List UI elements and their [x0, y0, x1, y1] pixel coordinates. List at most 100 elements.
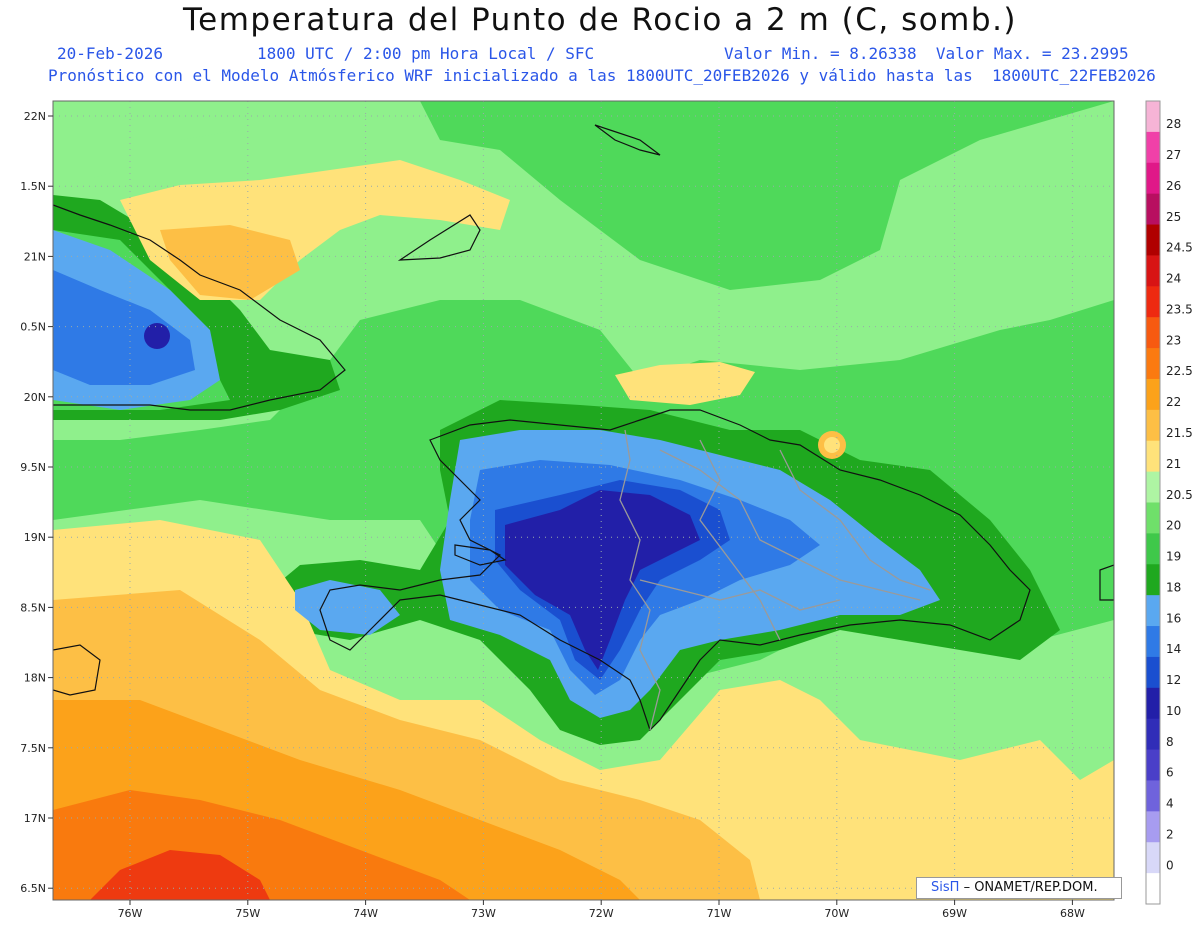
lat-label: 8.5N: [20, 601, 46, 614]
colorbar-swatch: [1146, 564, 1160, 596]
lon-label: 71W: [707, 907, 732, 920]
colorbar-label: 22: [1166, 395, 1181, 409]
colorbar: 2827262524.52423.52322.52221.52120.52019…: [1145, 100, 1193, 905]
border-haiti-dr: [619, 429, 661, 731]
colorbar-swatch: [1146, 348, 1160, 380]
colorbar-swatch: [1146, 255, 1160, 287]
colorbar-label: 24.5: [1166, 241, 1193, 255]
contour-band-10: [505, 490, 700, 670]
coastlines: [53, 124, 1114, 732]
lat-label: 20N: [24, 391, 46, 404]
colorbar-label: 6: [1166, 766, 1174, 780]
colorbar-label: 16: [1166, 611, 1181, 625]
colorbar-label: 25: [1166, 210, 1181, 224]
contour-band-14-cuba: [53, 270, 195, 385]
colorbar-swatch: [1146, 626, 1160, 658]
colorbar-swatch: [1146, 378, 1160, 411]
province-borders: [619, 429, 931, 731]
lon-label: 75W: [235, 907, 260, 920]
colorbar-swatch: [1146, 811, 1160, 843]
min-max-values: Valor Min. = 8.26338 Valor Max. = 23.299…: [724, 44, 1129, 63]
colorbar-swatch: [1146, 162, 1160, 195]
colorbar-label: 20.5: [1166, 488, 1193, 502]
colorbar-swatch: [1146, 595, 1160, 627]
map-title: Temperatura del Punto de Rocio a 2 m (C,…: [182, 2, 1018, 38]
contour-band-21-5-north: [160, 225, 300, 300]
plot-frame: [52, 100, 1115, 901]
lat-label: 19N: [24, 531, 46, 544]
lat-label: 18N: [24, 672, 46, 685]
lon-label: 73W: [471, 907, 496, 920]
lon-label: 74W: [353, 907, 378, 920]
border-provinces-3: [779, 449, 931, 591]
colorbar-swatch: [1146, 193, 1160, 226]
colorbar-label: 26: [1166, 179, 1181, 193]
lat-label: 21N: [24, 250, 46, 263]
lon-label: 68W: [1060, 907, 1085, 920]
coastline-hispaniola: [319, 409, 1031, 732]
border-provinces-1: [659, 449, 921, 601]
lat-label: 22N: [24, 110, 46, 123]
coastline-turks: [594, 124, 661, 156]
contour-band-10-cuba: [144, 323, 170, 349]
colorbar-swatch: [1146, 131, 1160, 164]
colorbar-label: 18: [1166, 580, 1181, 594]
colorbar-swatch: [1146, 873, 1160, 905]
colorbar-label: 20: [1166, 519, 1181, 533]
coastline-bahamas: [397, 214, 481, 261]
lat-label: 1.5N: [20, 180, 46, 193]
colorbar-label: 19: [1166, 550, 1181, 564]
colorbar-swatch: [1146, 533, 1160, 565]
latitude-labels: 22N 1.5N 21N 0.5N 20N 9.5N 19N 8.5N 18N 7.5N 17N 6.…: [20, 110, 53, 895]
lon-label: 70W: [824, 907, 849, 920]
lat-label: 17N: [24, 812, 46, 825]
forecast-time: 1800 UTC / 2:00 pm Hora Local / SFC: [257, 44, 595, 63]
lat-label: 7.5N: [20, 742, 46, 755]
lon-label: 76W: [118, 907, 143, 920]
credit-brand: SisΠ: [931, 880, 960, 895]
colorbar-swatch: [1146, 101, 1160, 133]
colorbar-label: 27: [1166, 148, 1181, 162]
colorbar-swatch: [1146, 780, 1160, 812]
colorbar-swatch: [1146, 502, 1160, 534]
colorbar-swatch: [1146, 718, 1160, 751]
colorbar-label: 0: [1166, 858, 1174, 872]
colorbar-swatch: [1146, 409, 1160, 442]
colorbar-swatch: [1146, 656, 1160, 689]
colorbar-label: 2: [1166, 828, 1174, 842]
credit-org: – ONAMET/REP.DOM.: [963, 880, 1098, 895]
longitude-labels: 76W 75W 74W 73W 72W 71W 70W 69W 68W: [118, 900, 1085, 920]
lat-label: 6.5N: [20, 882, 46, 895]
colorbar-label: 21.5: [1166, 426, 1193, 440]
contour-band-21-center: [615, 362, 755, 405]
forecast-date: 20-Feb-2026: [57, 44, 163, 63]
colorbar-swatch: [1146, 440, 1160, 473]
colorbar-label: 23.5: [1166, 303, 1193, 317]
colorbar-label: 10: [1166, 704, 1181, 718]
colorbar-swatch: [1146, 471, 1160, 503]
credit-box: SisΠ – ONAMET/REP.DOM.: [916, 877, 1122, 899]
colorbar-swatch: [1146, 317, 1160, 349]
coastline-cuba: [53, 204, 346, 411]
colorbar-label: 28: [1166, 117, 1181, 131]
coastline-gonave: [454, 544, 507, 566]
border-provinces-4: [639, 579, 841, 611]
lat-label: 9.5N: [20, 461, 46, 474]
colorbar-frame: [1145, 100, 1161, 905]
lat-label: 0.5N: [20, 321, 46, 334]
colorbar-swatch: [1146, 749, 1160, 781]
lon-label: 72W: [589, 907, 614, 920]
colorbar-label: 22.5: [1166, 364, 1193, 378]
border-provinces-2: [699, 439, 781, 641]
contour-band-23: [90, 850, 270, 900]
model-description: Pronóstico con el Modelo Atmósferico WRF…: [48, 66, 1156, 85]
contour-spot-21: [824, 437, 840, 453]
colorbar-label: 14: [1166, 642, 1181, 656]
colorbar-swatch: [1146, 224, 1160, 256]
colorbar-label: 12: [1166, 673, 1181, 687]
colorbar-swatch: [1146, 687, 1160, 720]
map-plot-area: [53, 101, 1114, 900]
colorbar-label: 8: [1166, 735, 1174, 749]
coastline-jamaica: [53, 644, 101, 696]
